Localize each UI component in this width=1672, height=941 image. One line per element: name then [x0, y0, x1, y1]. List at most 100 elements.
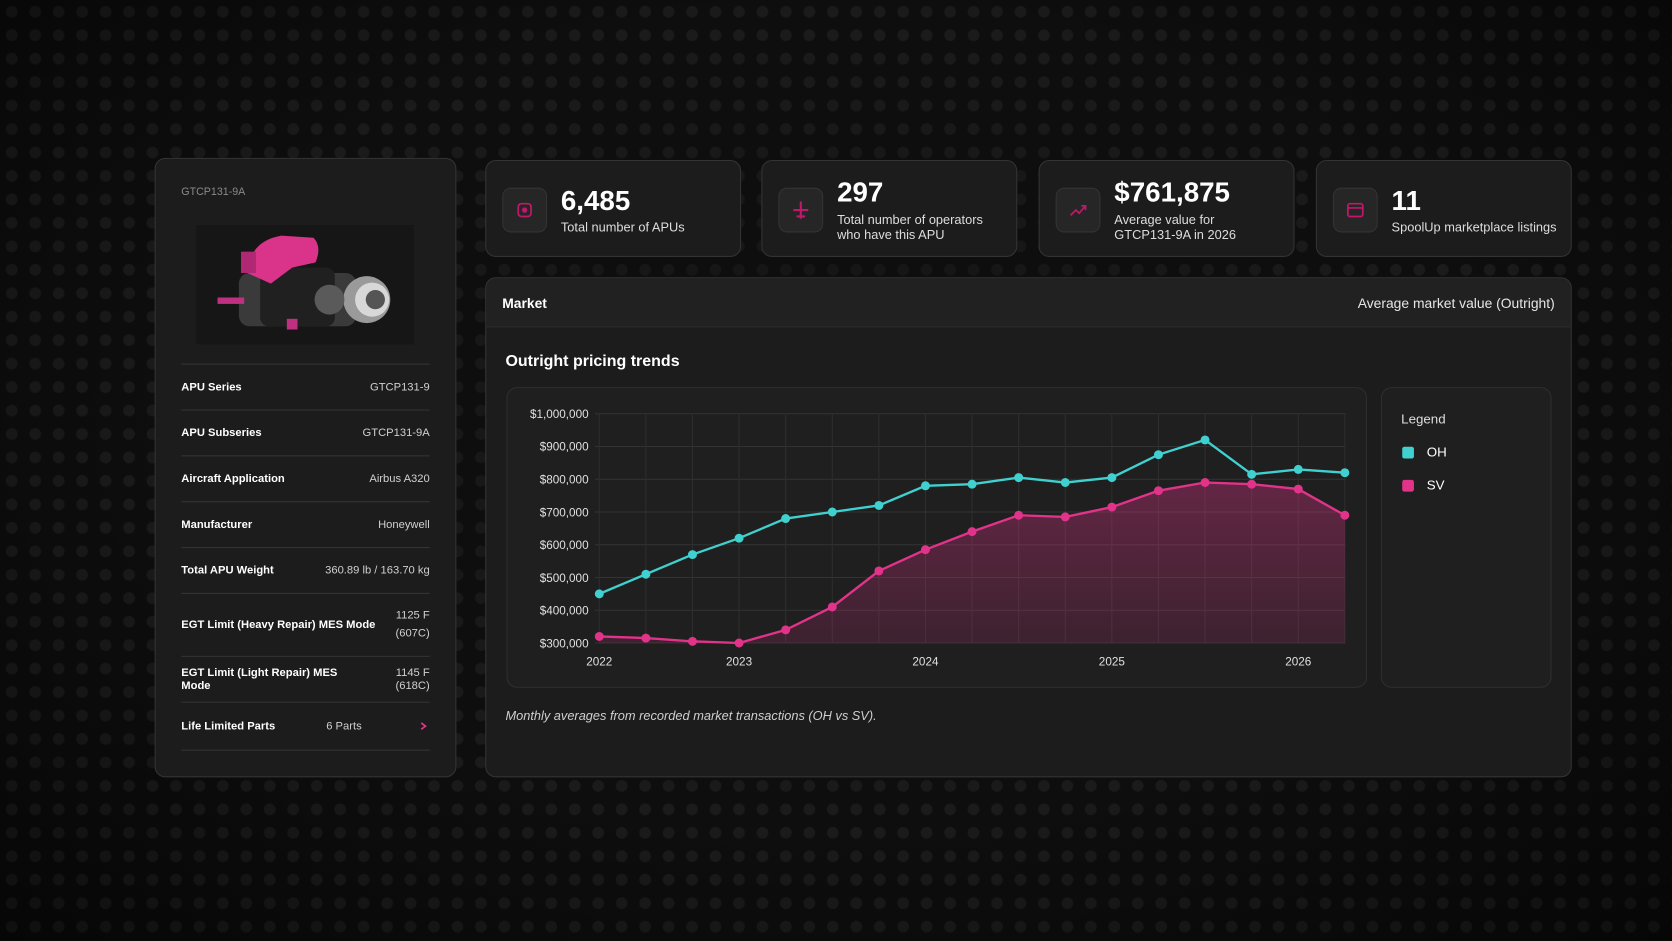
y-tick-label: $700,000 — [540, 506, 589, 519]
apu-image — [196, 224, 414, 345]
data-point — [1107, 473, 1117, 483]
spec-label: Aircraft Application — [181, 472, 285, 486]
spec-value: GTCP131-9 — [369, 380, 430, 394]
data-point — [1060, 478, 1070, 487]
data-point — [687, 636, 697, 646]
kpi-card: 6,485 Total number of APUs — [485, 159, 742, 257]
data-point — [1200, 435, 1210, 445]
y-tick-label: $800,000 — [540, 474, 589, 487]
legend-label: OH — [1426, 444, 1447, 460]
legend-label: SV — [1426, 477, 1445, 493]
spec-value: GTCP131-9A — [362, 426, 430, 440]
kpi-value: 11 — [1391, 184, 1421, 217]
data-point — [1293, 464, 1303, 474]
y-tick-label: $1,000,000 — [530, 408, 589, 421]
spec-row: Aircraft Application Airbus A320 — [181, 455, 430, 501]
kpi-label: Total number of APUs — [560, 219, 685, 235]
x-tick-label: 2026 — [1285, 655, 1311, 668]
data-point — [967, 479, 977, 489]
spec-card: GTCP131-9A APU Series GTCP131-9 APU Subser… — [154, 157, 457, 778]
data-point — [1293, 484, 1303, 494]
data-point — [734, 533, 744, 543]
data-point — [1014, 473, 1024, 483]
spec-row: EGT Limit (Light Repair) MES Mode 1145 F … — [181, 655, 430, 702]
spec-label: Total APU Weight — [181, 564, 274, 577]
y-tick-label: $600,000 — [540, 539, 589, 552]
spec-row[interactable]: Life Limited Parts 6 Parts — [181, 701, 430, 751]
kpi-value: 297 — [837, 175, 884, 208]
data-point — [1014, 510, 1024, 520]
data-point — [1060, 512, 1070, 522]
chart-note: Monthly averages from recorded market tr… — [505, 708, 877, 723]
chart-title: Outright pricing trends — [505, 351, 680, 371]
market-header: Market Average market value (Outright) — [486, 278, 1571, 328]
spec-label: APU Subseries — [181, 426, 262, 440]
legend-title: Legend — [1401, 411, 1446, 427]
data-point — [641, 569, 651, 579]
market-mode[interactable]: Average market value (Outright) — [1357, 295, 1555, 312]
legend-item: OH — [1402, 445, 1447, 460]
spec-value: 6 Parts — [326, 719, 362, 733]
kpi-icon — [1332, 187, 1378, 233]
legend-item: SV — [1402, 477, 1445, 493]
y-tick-label: $500,000 — [540, 572, 589, 585]
spec-value: Airbus A320 — [369, 472, 430, 486]
kpi-label: SpoolUp marketplace listings — [1391, 219, 1557, 235]
spec-label: EGT Limit (Light Repair) MES Mode — [181, 666, 338, 693]
legend: Legend OH SV — [1380, 387, 1552, 688]
y-tick-label: $300,000 — [540, 637, 589, 650]
chart: $300,000 $400,000 $500,000 $600,000 $700,000… — [530, 408, 1350, 668]
kpi-label: Total number of operators who have this … — [837, 212, 983, 243]
kpi-card: $761,875 Average value for GTCP131-9A in… — [1038, 159, 1295, 257]
spec-value: Honeywell — [378, 518, 430, 532]
x-tick-label: 2023 — [726, 655, 752, 668]
apu-illustration — [217, 235, 391, 330]
spec-label: APU Series — [181, 380, 242, 394]
kpi-icon — [502, 187, 548, 233]
spec-value: 1145 F (618C) — [395, 666, 430, 693]
spec-value: 1125 F (607C) — [395, 608, 430, 640]
data-point — [1340, 510, 1350, 520]
kpi-card: 11 SpoolUp marketplace listings — [1315, 159, 1572, 257]
data-point — [874, 566, 884, 576]
data-point — [827, 602, 837, 612]
data-point — [1247, 479, 1257, 489]
data-point — [874, 500, 884, 510]
data-point — [827, 507, 837, 517]
spec-label: Life Limited Parts — [181, 719, 276, 733]
y-tick-label: $400,000 — [540, 605, 589, 618]
spec-row: Manufacturer Honeywell — [181, 501, 430, 547]
kpi-card: 297 Total number of operators who have t… — [761, 159, 1018, 257]
data-point — [1153, 486, 1163, 496]
kpi-value: 6,485 — [560, 184, 631, 217]
spec-row: Total APU Weight 360.89 lb / 163.70 kg — [181, 547, 430, 593]
spec-value: 360.89 lb / 163.70 kg — [325, 564, 430, 577]
x-tick-label: 2022 — [586, 655, 612, 668]
data-point — [920, 481, 930, 491]
spec-rows: APU Series GTCP131-9 APU Subseries GTCP131-… — [181, 363, 430, 751]
area-fill — [599, 482, 1345, 643]
data-point — [687, 550, 697, 560]
chart-box: $300,000 $400,000 $500,000 $600,000 $700,000… — [506, 387, 1368, 688]
market-title: Market — [502, 295, 547, 312]
data-point — [1247, 469, 1257, 479]
chevron-path — [420, 722, 427, 731]
data-point — [781, 514, 791, 524]
data-point — [594, 589, 604, 599]
kpi-label: Average value for GTCP131-9A in 2026 — [1114, 212, 1236, 243]
data-point — [734, 638, 744, 648]
chevron — [420, 722, 427, 731]
data-point — [1153, 450, 1163, 460]
data-point — [641, 633, 651, 643]
spec-title: GTCP131-9A — [181, 186, 246, 199]
x-tick-label: 2024 — [912, 655, 939, 668]
y-tick-label: $900,000 — [540, 441, 589, 454]
kpi-icon — [778, 187, 824, 233]
kpi-icon — [1055, 187, 1101, 233]
data-point — [1340, 468, 1350, 478]
market-panel: Market Average market value (Outright) O… — [485, 277, 1572, 778]
data-point — [1107, 502, 1117, 512]
data-point — [920, 545, 930, 555]
